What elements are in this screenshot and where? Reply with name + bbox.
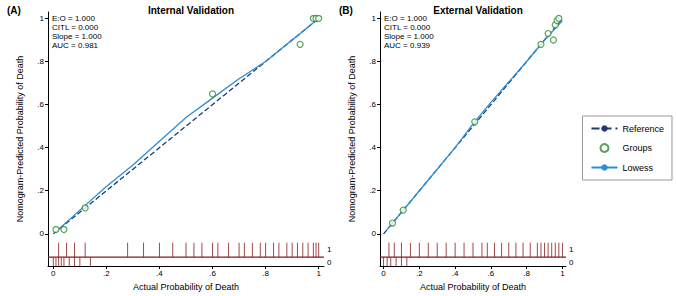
svg-text:.2: .2 [103, 269, 110, 278]
svg-text:.2: .2 [369, 186, 376, 195]
svg-text:(A): (A) [7, 5, 21, 16]
svg-text:.2: .2 [37, 186, 44, 195]
svg-text:1: 1 [569, 245, 574, 254]
svg-text:.6: .6 [369, 100, 376, 109]
svg-text:Actual Probability of Death: Actual Probability of Death [133, 282, 239, 292]
svg-text:AUC = 0.981: AUC = 0.981 [52, 41, 99, 50]
svg-text:.4: .4 [156, 269, 163, 278]
svg-text:.2: .2 [416, 269, 423, 278]
svg-text:.8: .8 [262, 269, 269, 278]
svg-text:1: 1 [560, 269, 565, 278]
svg-text:CITL = 0.000: CITL = 0.000 [384, 23, 431, 32]
svg-text:.6: .6 [488, 269, 495, 278]
svg-text:E:O = 1.000: E:O = 1.000 [384, 14, 427, 23]
svg-text:0: 0 [381, 269, 386, 278]
svg-text:Nomogram-Predicted Probability: Nomogram-Predicted Probability of Death [15, 56, 25, 223]
svg-text:.8: .8 [523, 269, 530, 278]
svg-text:0: 0 [569, 258, 574, 267]
svg-text:.6: .6 [37, 100, 44, 109]
svg-text:.8: .8 [369, 57, 376, 66]
svg-text:1: 1 [372, 14, 377, 23]
svg-text:Actual Probability of Death: Actual Probability of Death [420, 282, 526, 292]
svg-text:(B): (B) [339, 5, 353, 16]
svg-text:.8: .8 [37, 57, 44, 66]
svg-text:.6: .6 [209, 269, 216, 278]
svg-text:1: 1 [40, 14, 45, 23]
svg-text:Groups: Groups [622, 143, 652, 153]
svg-text:Internal Validation: Internal Validation [148, 5, 234, 16]
svg-text:Slope = 1.000: Slope = 1.000 [384, 32, 434, 41]
svg-text:.4: .4 [452, 269, 459, 278]
svg-text:Reference: Reference [622, 124, 664, 134]
svg-text:Lowess: Lowess [622, 163, 653, 173]
svg-text:0: 0 [51, 269, 56, 278]
svg-text:AUC = 0.939: AUC = 0.939 [384, 41, 431, 50]
svg-text:E:O = 1.000: E:O = 1.000 [52, 14, 95, 23]
svg-text:Nomogram-Predicted Probability: Nomogram-Predicted Probability of Death [347, 56, 357, 223]
svg-text:1: 1 [316, 269, 321, 278]
svg-text:0: 0 [40, 229, 45, 238]
svg-text:CITL = 0.000: CITL = 0.000 [52, 23, 99, 32]
svg-text:0: 0 [327, 258, 332, 267]
svg-text:Slope = 1.000: Slope = 1.000 [52, 32, 102, 41]
svg-text:0: 0 [372, 229, 377, 238]
svg-text:External Validation: External Validation [433, 5, 522, 16]
svg-text:.4: .4 [369, 143, 376, 152]
svg-text:.4: .4 [37, 143, 44, 152]
svg-text:1: 1 [327, 245, 332, 254]
